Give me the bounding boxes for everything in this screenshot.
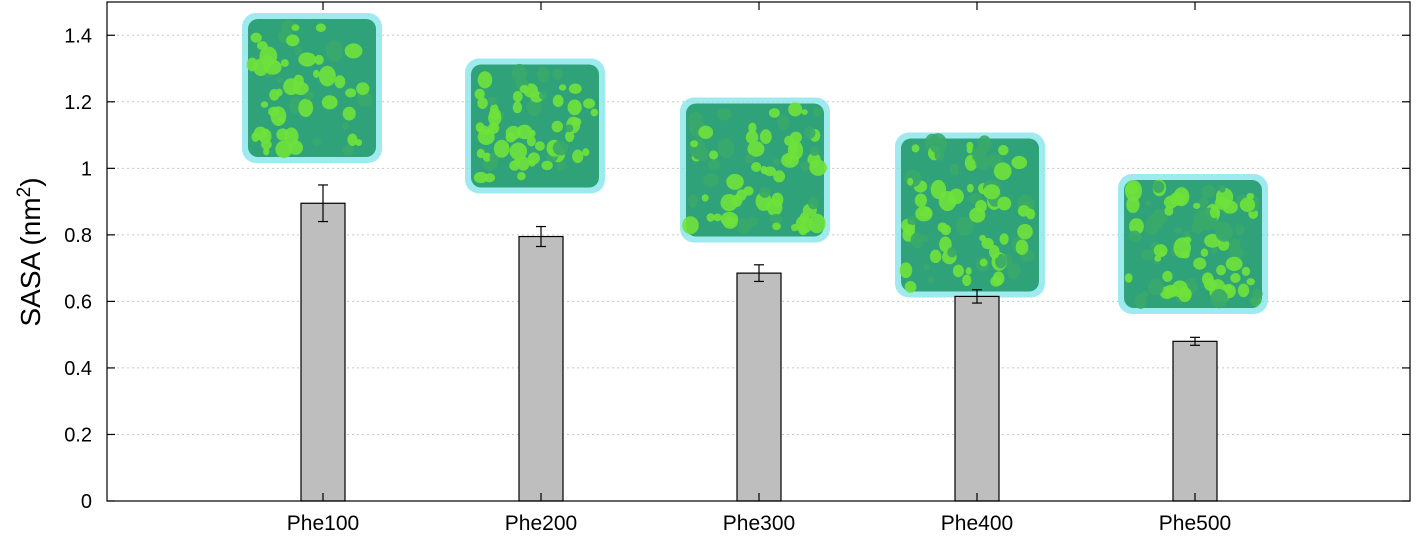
x-axis-ticks: Phe100 Phe200 Phe300 Phe400 Phe500 [287, 2, 1231, 535]
y-tick-label: 1.2 [64, 92, 92, 114]
y-axis-title-sup: 2 [14, 187, 35, 198]
bar-phe500 [1172, 340, 1218, 502]
cluster-image [465, 58, 605, 194]
bars [300, 184, 1218, 502]
x-tick-label: Phe500 [1159, 512, 1231, 535]
bar-phe400 [954, 295, 1000, 502]
y-axis-title: SASA (nm2) [14, 177, 46, 326]
cluster-image [242, 13, 382, 163]
bar-phe300 [736, 272, 782, 502]
y-tick-label: 0.2 [64, 424, 92, 446]
y-axis-title-close: ) [15, 177, 46, 186]
bar-phe200 [518, 235, 564, 502]
y-tick-label: 1.4 [64, 25, 92, 47]
cluster-image [1118, 174, 1268, 314]
x-tick-label: Phe400 [941, 512, 1013, 535]
y-axis-ticks: 0 0.2 0.4 0.6 0.8 1 1.2 1.4 [64, 25, 1410, 513]
y-tick-label: 0.4 [64, 358, 92, 380]
x-tick-label: Phe100 [287, 512, 359, 535]
y-tick-label: 0 [81, 491, 92, 513]
cluster-images [242, 13, 1268, 314]
y-tick-label: 0.8 [64, 225, 92, 247]
x-tick-label: Phe300 [723, 512, 795, 535]
cluster-image [895, 132, 1045, 298]
cluster-image [680, 97, 830, 243]
y-tick-label: 0.6 [64, 291, 92, 313]
bar-phe100 [300, 202, 346, 502]
y-tick-label: 1 [81, 158, 92, 180]
x-tick-label: Phe200 [505, 512, 577, 535]
